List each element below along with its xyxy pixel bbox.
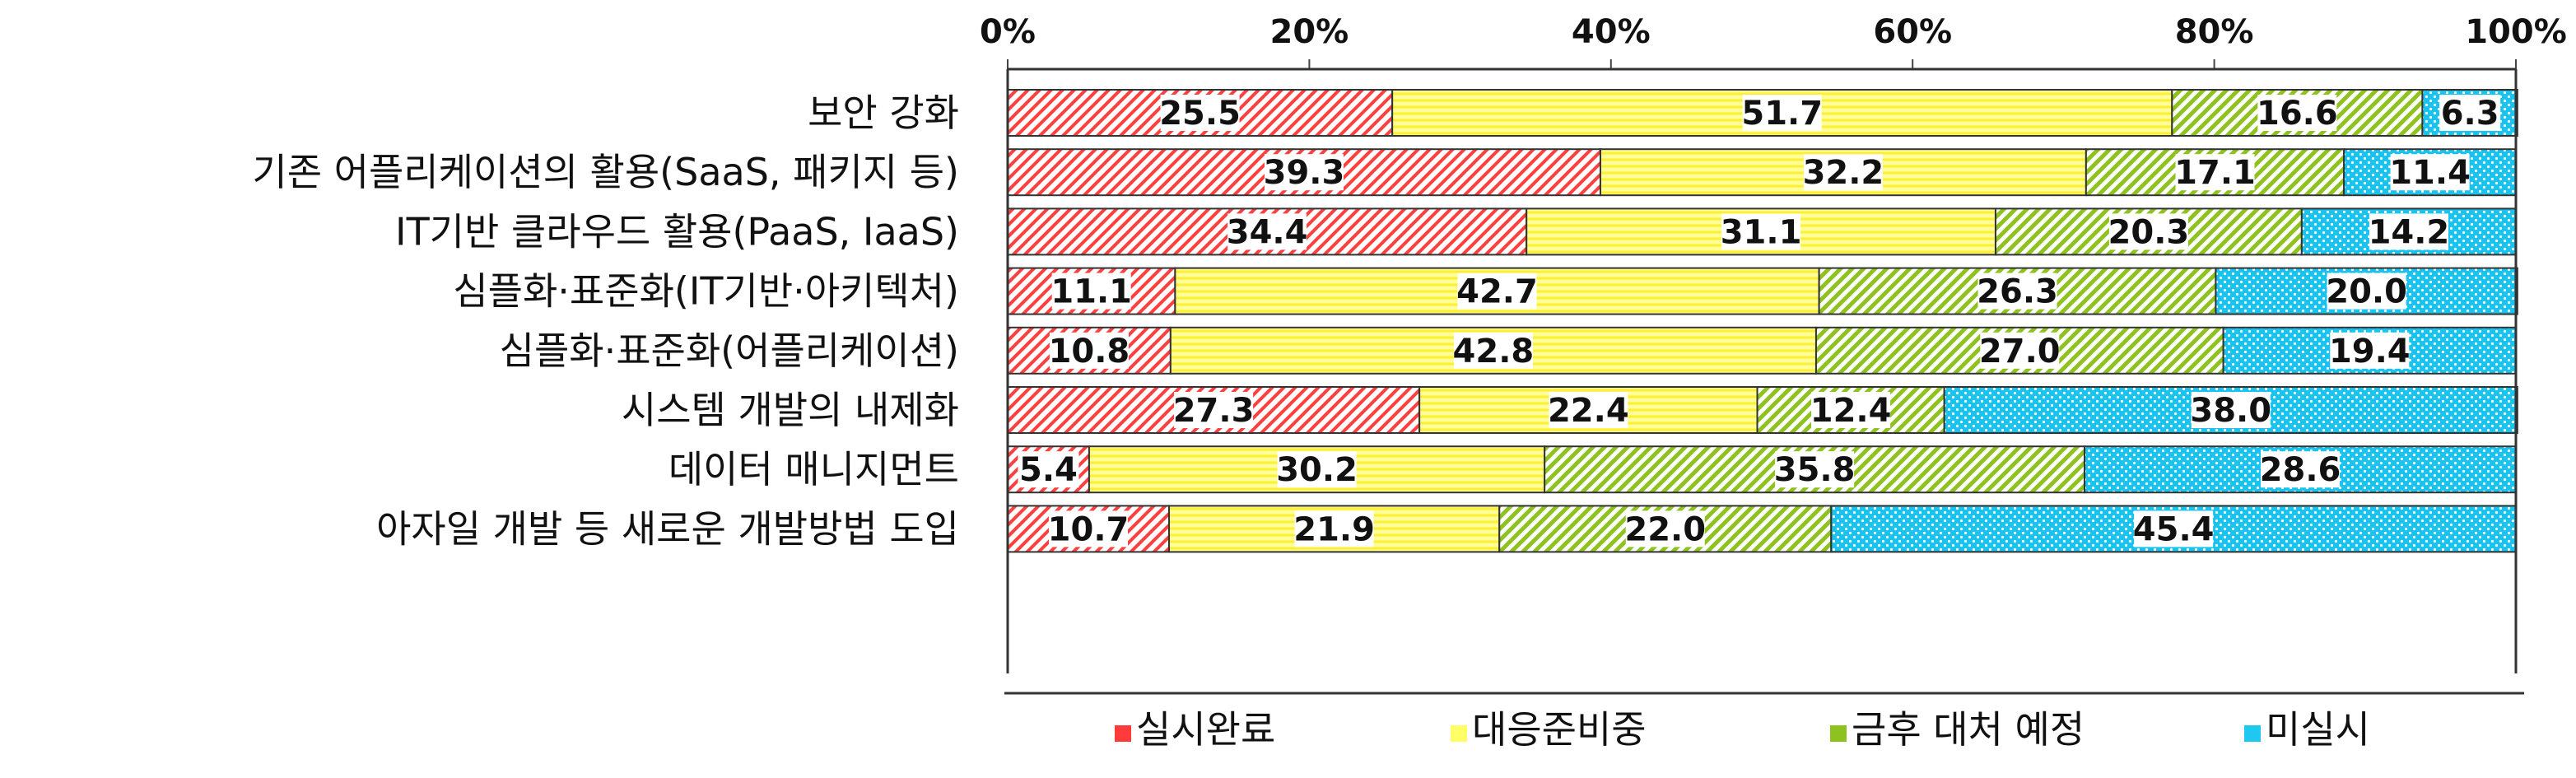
data-label-bg <box>1294 510 1374 547</box>
category-label: 데이터 매니지먼트 <box>668 447 959 491</box>
data-label-bg <box>1721 213 1801 250</box>
legend-swatch <box>1451 725 1467 742</box>
data-label-bg <box>1811 392 1891 428</box>
data-labels: 25.5 51.7 16.6 6.3 39.3 32.2 17.1 11.4 34.4 31.1 2… <box>1018 95 2501 548</box>
data-label-bg <box>2108 213 2188 250</box>
data-label-bg <box>1775 451 1855 488</box>
category-label: 기존 어플리케이션의 활용(SaaS, 패키지 등) <box>252 150 959 194</box>
x-axis-ticks: 0% 20% 40% 60% 80% 100% <box>980 13 2567 69</box>
data-label: 38.0 <box>2190 392 2271 430</box>
x-tick-label: 0% <box>980 13 1036 51</box>
data-label-bg <box>2330 332 2410 369</box>
data-label: 20.3 <box>2108 213 2190 251</box>
data-label: 10.8 <box>1049 333 1130 370</box>
data-label-bg <box>1264 154 1344 191</box>
data-label: 16.6 <box>2257 95 2338 133</box>
legend-label: 미실시 <box>2266 707 2370 752</box>
data-label-bg <box>1803 154 1883 191</box>
data-label-bg <box>1174 392 1254 428</box>
category-label: 시스템 개발의 내제화 <box>622 388 959 432</box>
data-label-bg <box>1049 510 1129 547</box>
data-label-bg <box>1018 451 1079 488</box>
data-label: 45.4 <box>2133 510 2215 548</box>
data-label-bg <box>1549 392 1628 428</box>
data-label: 26.3 <box>1977 273 2058 311</box>
category-label: 심플화·표준화(IT기반·아키텍처) <box>453 269 959 314</box>
legend-label: 대응준비중 <box>1472 707 1647 752</box>
data-label: 17.1 <box>2174 154 2256 192</box>
data-label-bg <box>2369 213 2448 250</box>
data-label: 6.3 <box>2441 95 2499 133</box>
x-tick-label: 100% <box>2465 13 2567 51</box>
data-label: 22.4 <box>1548 392 1629 430</box>
data-label: 20.0 <box>2326 273 2407 311</box>
data-label: 25.5 <box>1159 95 1241 133</box>
x-tick-label: 80% <box>2175 13 2254 51</box>
category-label: 심플화·표준화(어플리케이션) <box>500 328 959 373</box>
data-label: 34.4 <box>1227 213 1308 251</box>
data-label-bg <box>1980 332 2060 369</box>
data-label: 11.1 <box>1050 273 1132 311</box>
data-label-bg <box>1457 273 1537 310</box>
data-label-bg <box>2390 154 2470 191</box>
data-label-bg <box>1160 95 1240 131</box>
data-label: 51.7 <box>1741 95 1823 133</box>
data-label-bg <box>2439 95 2501 131</box>
data-label: 42.7 <box>1456 273 1538 311</box>
data-label-bg <box>2257 95 2337 131</box>
data-label: 35.8 <box>1774 451 1856 489</box>
data-label: 12.4 <box>1810 392 1892 430</box>
legend: 실시완료 대응준비중 금후 대처 예정 미실시 <box>1115 707 2370 752</box>
category-label: IT기반 클라우드 활용(PaaS, IaaS) <box>395 209 959 254</box>
x-tick-label: 20% <box>1270 13 1349 51</box>
data-label-bg <box>1049 332 1129 369</box>
data-label-bg <box>1742 95 1822 131</box>
data-label-bg <box>2327 273 2406 310</box>
data-label-bg <box>1453 332 1533 369</box>
legend-swatch <box>1830 725 1847 742</box>
data-label-bg <box>1051 273 1131 310</box>
data-label-bg <box>2175 154 2255 191</box>
data-label-bg <box>1277 451 1357 488</box>
data-label: 22.0 <box>1624 510 1706 548</box>
data-label: 31.1 <box>1721 213 1802 251</box>
data-label: 27.3 <box>1173 392 1255 430</box>
x-tick-label: 40% <box>1572 13 1651 51</box>
category-label: 아자일 개발 등 새로운 개발방법 도입 <box>376 506 959 551</box>
data-label-bg <box>2261 451 2341 488</box>
axis-lines <box>1004 68 2524 695</box>
data-label-bg <box>2191 392 2271 428</box>
data-label: 39.3 <box>1264 154 1345 192</box>
data-label-bg <box>1625 510 1705 547</box>
data-label: 30.2 <box>1276 451 1358 489</box>
data-label: 10.7 <box>1048 510 1130 548</box>
category-label: 보안 강화 <box>808 91 959 135</box>
data-label: 14.2 <box>2369 213 2450 251</box>
legend-swatch <box>1115 725 1131 742</box>
data-label: 27.0 <box>1979 333 2061 370</box>
data-label-bg <box>2134 510 2214 547</box>
legend-label: 실시완료 <box>1136 707 1275 752</box>
data-label: 21.9 <box>1293 510 1375 548</box>
legend-label: 금후 대처 예정 <box>1852 707 2085 752</box>
data-label: 19.4 <box>2329 333 2411 370</box>
data-label-bg <box>1977 273 2057 310</box>
legend-swatch <box>2244 725 2261 742</box>
data-label: 11.4 <box>2389 154 2471 192</box>
data-label: 5.4 <box>1019 451 1078 489</box>
data-label: 32.2 <box>1803 154 1884 192</box>
data-label: 42.8 <box>1453 333 1535 370</box>
data-label: 28.6 <box>2260 451 2341 489</box>
x-tick-label: 60% <box>1873 13 1952 51</box>
data-label-bg <box>1227 213 1307 250</box>
